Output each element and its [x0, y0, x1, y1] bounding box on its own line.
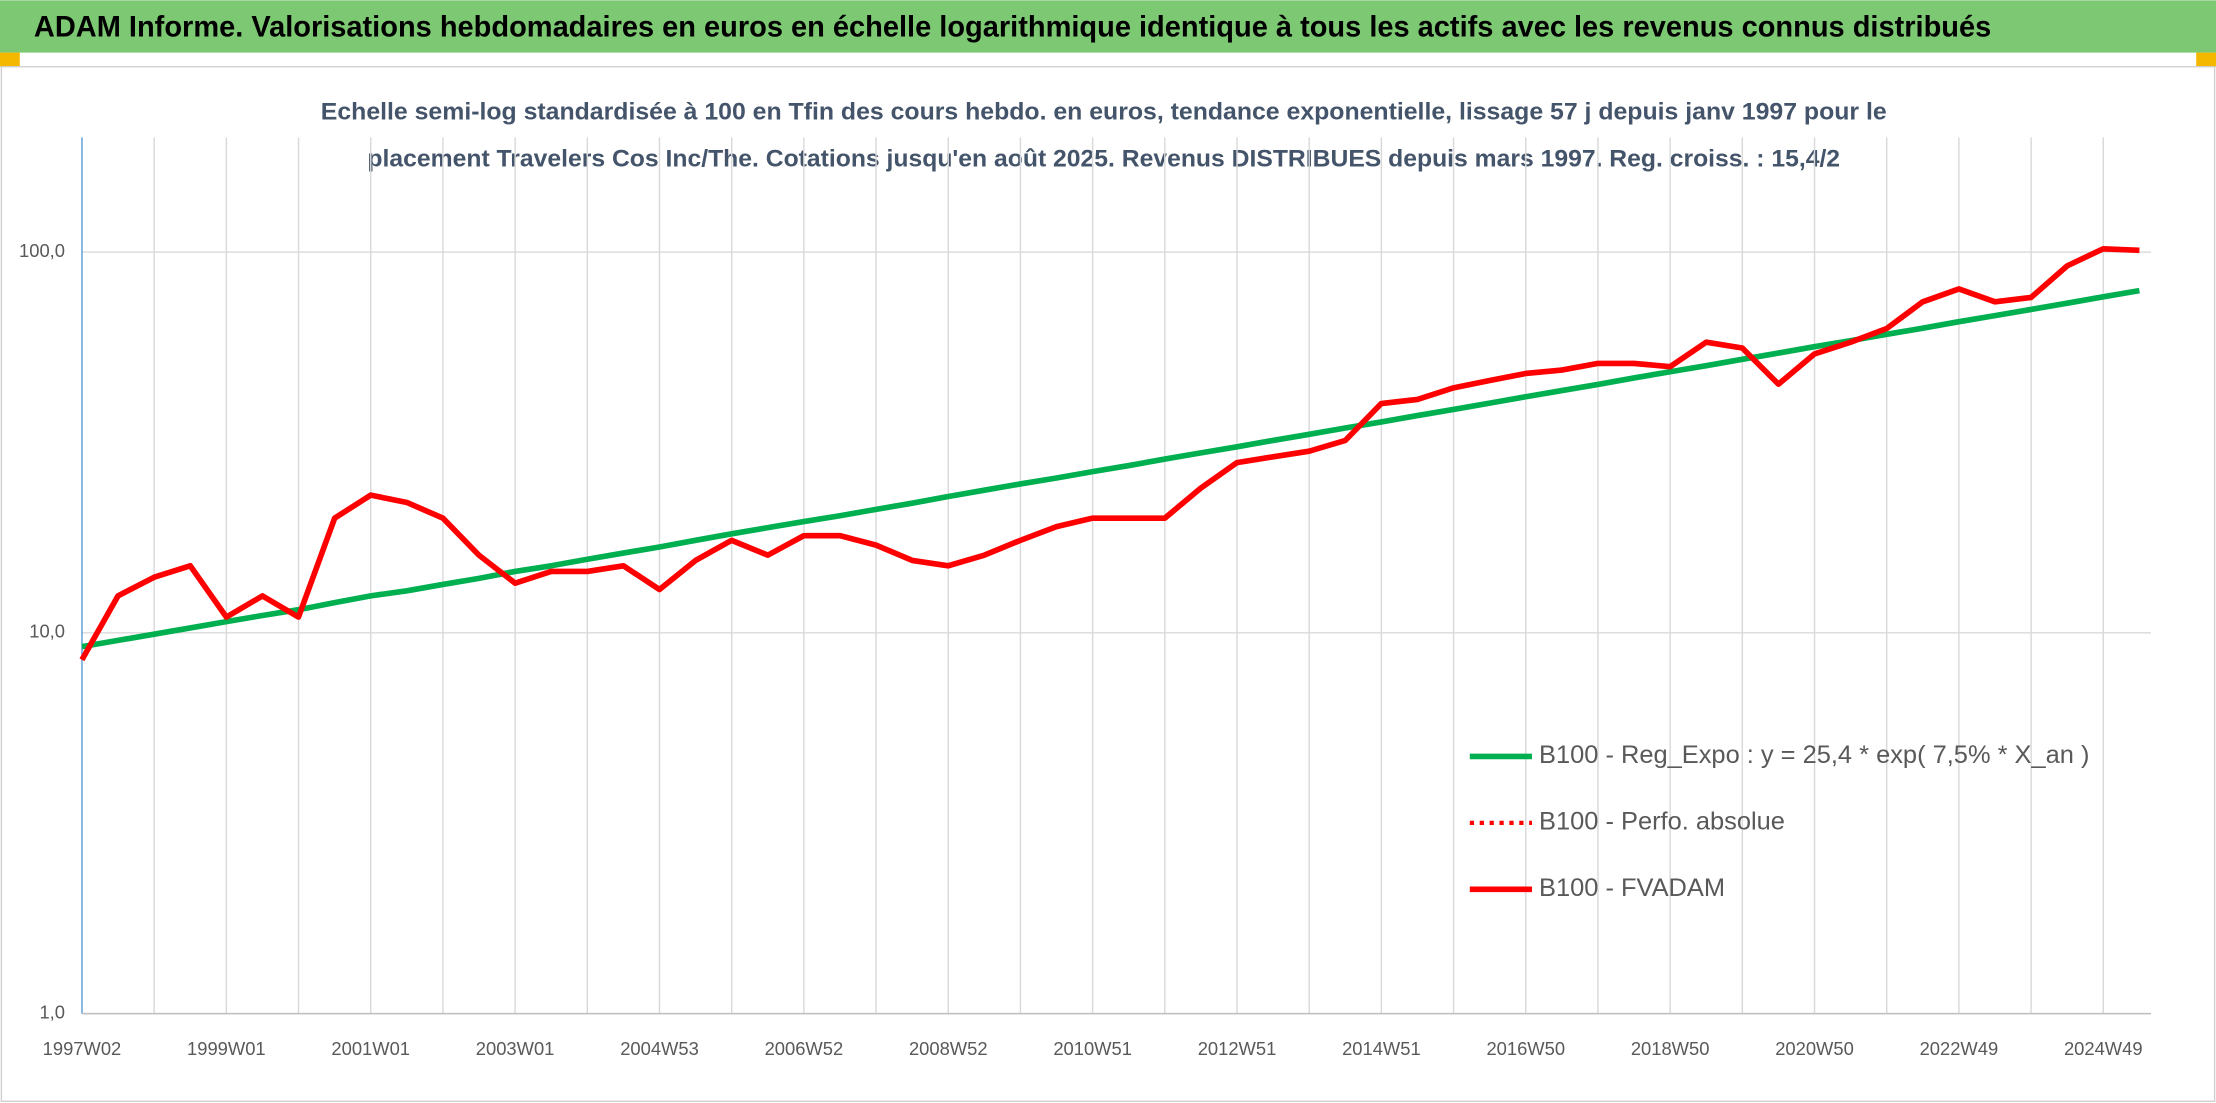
series-line — [81, 287, 2140, 650]
x-tick-label: 2020W50 — [1775, 1038, 1854, 1059]
y-tick-label: 10,0 — [29, 621, 65, 642]
x-tick-label: 2024W49 — [2064, 1038, 2143, 1059]
series-line — [79, 245, 2140, 662]
chart-frame — [0, 66, 2216, 1102]
corner — [2196, 52, 2216, 67]
legend-label: B100 - Perfo. absolue — [1539, 808, 1785, 836]
legend-label: B100 - Reg_Expo : y = 25,4 * exp( 7,5% *… — [1539, 741, 2089, 769]
y-tick-label: 1,0 — [39, 1001, 65, 1022]
x-tick-label: 2004W53 — [620, 1038, 699, 1059]
x-tick-label: 1999W01 — [187, 1038, 266, 1059]
chart-title: ADAM Informe. Valorisations hebdomadaire… — [34, 10, 1991, 43]
x-tick-label: 2022W49 — [1920, 1038, 1999, 1059]
x-tick-label: 1997W02 — [43, 1038, 122, 1059]
x-tick-label: 2014W51 — [1342, 1038, 1421, 1059]
x-tick-label: 2016W50 — [1486, 1038, 1565, 1059]
subtitle: Echelle semi-log standardisée à 100 en T… — [321, 99, 1887, 126]
y-tick-label: 100,0 — [19, 240, 65, 261]
x-tick-label: 2008W52 — [909, 1038, 988, 1059]
corner — [0, 52, 20, 67]
x-tick-label: 2012W51 — [1198, 1038, 1277, 1059]
legend-label: B100 - FVADAM — [1539, 874, 1725, 902]
x-tick-label: 2018W50 — [1631, 1038, 1710, 1059]
header-band — [0, 0, 2216, 53]
subtitle: placement Travelers Cos Inc/The. Cotatio… — [367, 145, 1840, 172]
x-tick-label: 2006W52 — [765, 1038, 844, 1059]
x-tick-label: 2010W51 — [1053, 1038, 1132, 1059]
x-tick-label: 2001W01 — [331, 1038, 410, 1059]
x-tick-label: 2003W01 — [476, 1038, 555, 1059]
